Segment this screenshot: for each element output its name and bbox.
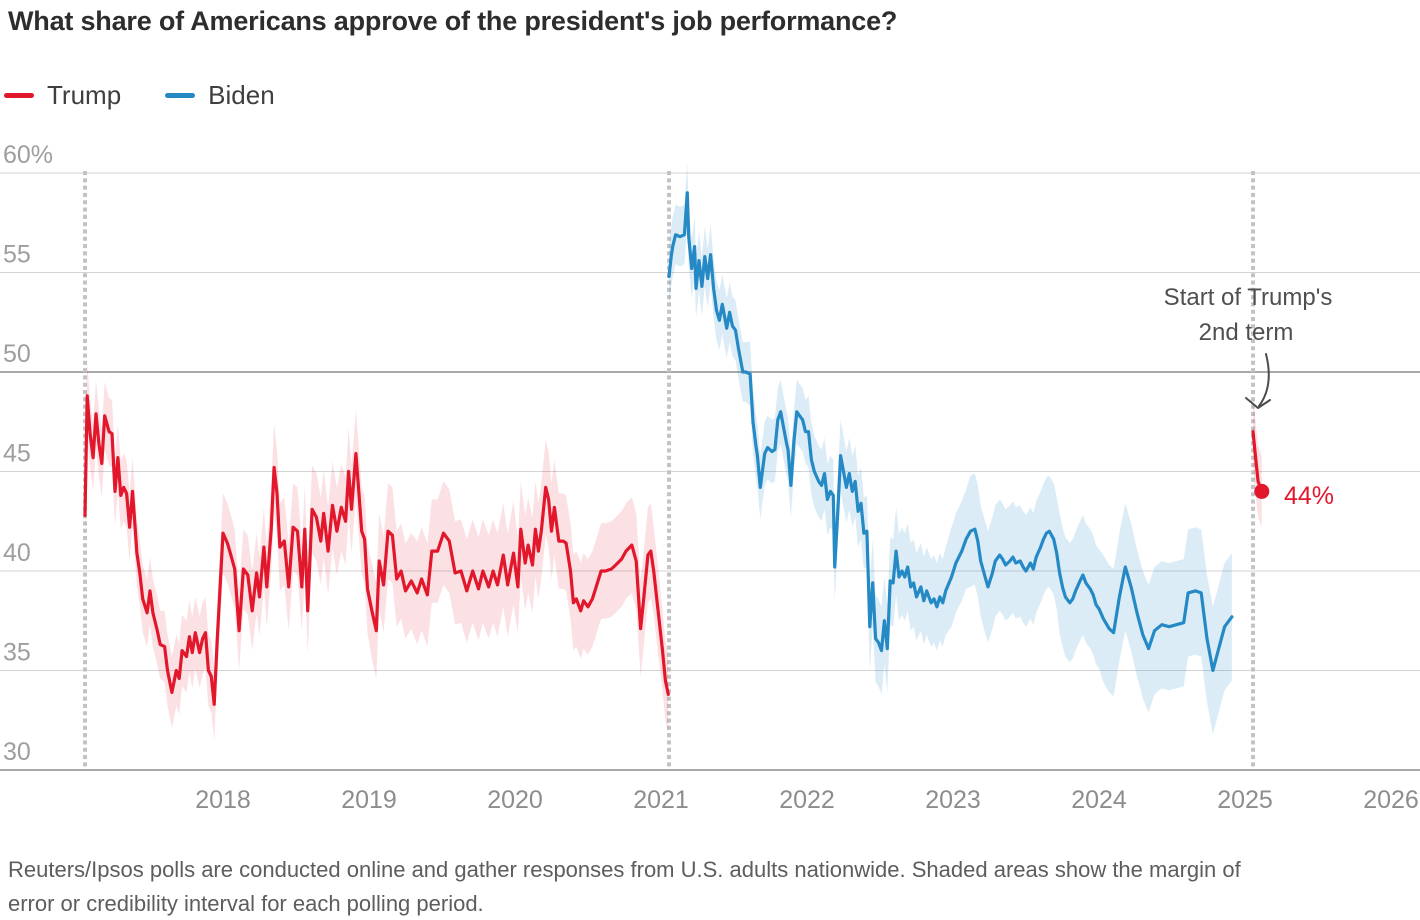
annotation-trump-2nd-term-line1: Start of Trump's [1163,284,1333,311]
x-tick-label-2021: 2021 [633,786,689,814]
legend-label-biden: Biden [208,80,275,110]
latest-value-label: 44% [1284,482,1335,510]
x-tick-label-2019: 2019 [341,786,397,814]
source-note-line1: Reuters/Ipsos polls are conducted online… [8,857,1241,882]
annotation-trump-2nd-term-line2: 2nd term [1198,319,1294,346]
approval-line-biden [667,191,1234,673]
legend: Trump Biden [4,80,275,111]
y-tick-label-40: 40 [3,539,31,567]
y-tick-label-55: 55 [3,241,31,269]
approval-line-trump-1st-term [83,394,670,706]
trump-line-swatch [4,93,34,98]
y-tick-label-30: 30 [3,738,31,766]
legend-item-biden: Biden [165,80,275,111]
approval-chart: 60% 55 50 45 40 35 30 2018 2019 2020 2021 2022 2023 2… [0,141,1420,814]
y-tick-label-35: 35 [3,639,31,667]
x-tick-label-2018: 2018 [195,786,251,814]
biden-line-swatch [165,93,196,98]
annotation-arrow [1258,353,1270,407]
error-band-trump-1st-term [85,362,669,741]
source-note-line2: error or credibility interval for each p… [8,891,484,916]
y-tick-label-50: 50 [3,340,31,368]
source-note: Reuters/Ipsos polls are conducted online… [8,853,1241,920]
x-tick-label-2020: 2020 [487,786,543,814]
legend-label-trump: Trump [47,80,122,110]
x-tick-label-2023: 2023 [925,786,981,814]
page-title: What share of Americans approve of the p… [8,6,898,36]
x-tick-label-2026: 2026 [1363,786,1419,814]
legend-item-trump: Trump [4,80,121,111]
latest-point-dot [1254,483,1270,499]
x-tick-label-2025: 2025 [1217,786,1273,814]
x-tick-label-2024: 2024 [1071,786,1127,814]
annotation-arrowhead-icon [1245,397,1271,409]
x-tick-label-2022: 2022 [779,786,835,814]
y-tick-label-45: 45 [3,440,31,468]
y-tick-label-60: 60% [3,141,53,169]
